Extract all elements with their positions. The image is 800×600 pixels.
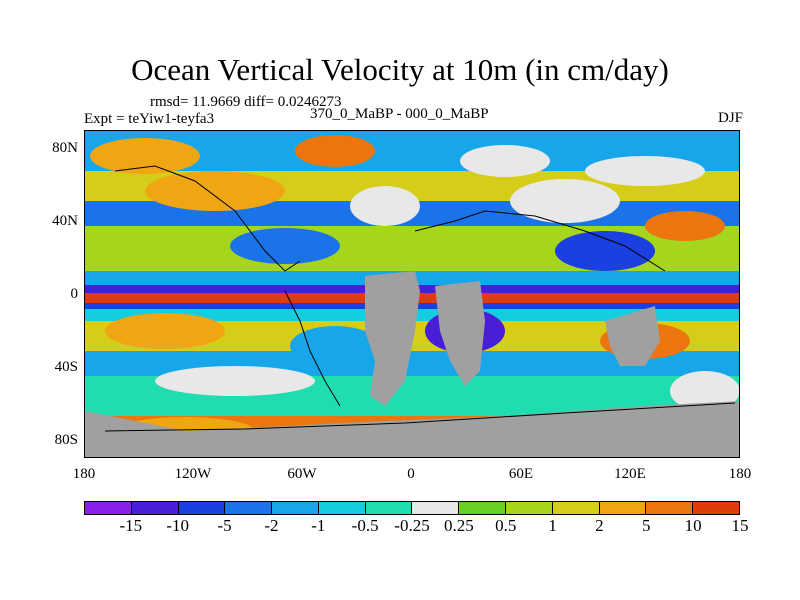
- colorbar-label: 1: [548, 516, 557, 535]
- colorbar-box: [85, 502, 132, 514]
- colorbar-box: [318, 502, 366, 514]
- colorbar-box: [412, 502, 460, 514]
- x-tick-120w: 120W: [174, 466, 212, 482]
- colorbar-label: -2: [264, 516, 279, 535]
- x-tick-60e: 60E: [508, 466, 534, 482]
- colorbar-box: [506, 502, 553, 514]
- colorbar-label: -5: [217, 516, 232, 535]
- experiment-label: Expt = teYiw1-teyfa3: [84, 111, 215, 127]
- stats-label: rmsd= 11.9669 diff= 0.0246273: [150, 94, 342, 110]
- colorbar-label: -10: [166, 516, 190, 535]
- y-tick-40s: 40S: [54, 359, 78, 375]
- map-title: Ocean Vertical Velocity at 10m (in cm/da…: [131, 52, 669, 87]
- colorbar-box: [459, 502, 507, 514]
- colorbar-box: [225, 502, 273, 514]
- map-panel: [84, 130, 740, 458]
- y-tick-80s: 80S: [54, 432, 78, 448]
- colorbar-label: 0.25: [443, 516, 474, 535]
- colorbar-label: -0.25: [394, 516, 430, 535]
- difference-label: 370_0_MaBP - 000_0_MaBP: [310, 106, 489, 122]
- colorbar-box: [131, 502, 179, 514]
- colorbar-box: [365, 502, 413, 514]
- y-tick-40n: 40N: [52, 213, 78, 229]
- vertical-velocity-map: [85, 131, 739, 457]
- season-label: DJF: [717, 110, 743, 126]
- colorbar-label: 2: [595, 516, 604, 535]
- y-tick-0: 0: [70, 286, 79, 302]
- colorbar-box: [272, 502, 319, 514]
- colorbar-box: [552, 502, 600, 514]
- colorbar-label: -0.5: [351, 516, 379, 535]
- x-tick-0: 0: [407, 466, 415, 482]
- colorbar-box: [646, 502, 694, 514]
- x-tick-60w: 60W: [287, 466, 317, 482]
- colorbar-label: 15: [731, 516, 749, 535]
- colorbar-box: [178, 502, 226, 514]
- x-tick-180e: 180: [728, 466, 752, 482]
- colorbar-label: 0.5: [495, 516, 517, 535]
- colorbar-label: 10: [684, 516, 702, 535]
- colorbar-label: -15: [119, 516, 143, 535]
- colorbar-box: [599, 502, 647, 514]
- colorbar-label: 5: [642, 516, 651, 535]
- colorbar-box: [693, 502, 739, 514]
- colorbar: [84, 501, 740, 515]
- x-tick-180w: 180: [72, 466, 96, 482]
- y-tick-80n: 80N: [52, 140, 78, 156]
- colorbar-label: -1: [311, 516, 326, 535]
- x-tick-120e: 120E: [614, 466, 646, 482]
